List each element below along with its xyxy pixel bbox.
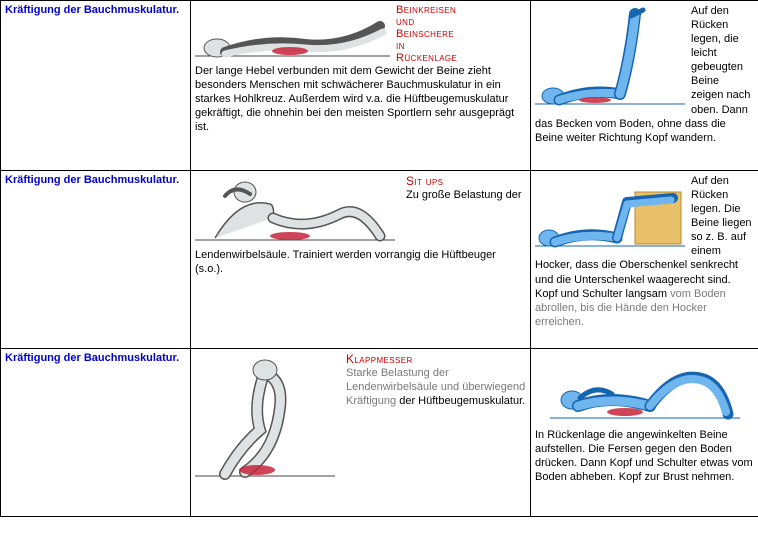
table-row: Kräftigung der Bauchmuskulatur. SSit ups… xyxy=(1,171,758,349)
title-cell: Kräftigung der Bauchmuskulatur. xyxy=(1,171,191,349)
right-cell: In Rückenlage die angewinkelten Beine au… xyxy=(531,349,758,517)
exercise-wrong-figure xyxy=(195,352,335,482)
wrong-desc: Der lange Hebel verbunden mit dem Gewich… xyxy=(195,64,526,134)
right-desc: In Rückenlage die angewinkelten Beine au… xyxy=(535,428,754,484)
exercise-table: Kräftigung der Bauchmuskulatur. Beinkrei… xyxy=(0,0,758,517)
exercise-wrong-figure xyxy=(195,174,395,246)
wrong-cell: Beinkreisen und Beinschere in Rückenlage… xyxy=(191,1,531,171)
wrong-desc: Starke Belastung der Lendenwirbelsäule u… xyxy=(346,366,526,408)
row-title: Kräftigung der Bauchmuskulatur. xyxy=(5,4,179,16)
wrong-desc-pre: Zu große Belastung der xyxy=(406,188,526,202)
exercise-wrong-figure xyxy=(195,4,390,62)
table-row: Kräftigung der Bauchmuskulatur. Klappmes… xyxy=(1,349,758,517)
title-cell: Kräftigung der Bauchmuskulatur. xyxy=(1,1,191,171)
row-title: Kräftigung der Bauchmuskulatur. xyxy=(5,352,179,364)
right-cell: Auf den Rücken legen. Die Beine liegen s… xyxy=(531,171,758,349)
exercise-right-figure xyxy=(535,174,685,252)
row-title: Kräftigung der Bauchmuskulatur. xyxy=(5,174,179,186)
exercise-right-figure xyxy=(550,354,740,424)
wrong-cell: Klappmesser Starke Belastung der Lendenw… xyxy=(191,349,531,517)
exercise-name: Klappmesser xyxy=(346,352,526,366)
exercise-right-figure xyxy=(535,4,685,109)
title-cell: Kräftigung der Bauchmuskulatur. xyxy=(1,349,191,517)
table-row: Kräftigung der Bauchmuskulatur. Beinkrei… xyxy=(1,1,758,171)
exercise-name: Beinkreisen und Beinschere in Rückenlage xyxy=(396,4,526,64)
exercise-name: SSit upsit ups xyxy=(406,174,526,188)
wrong-cell: SSit upsit ups Zu große Belastung der Le… xyxy=(191,171,531,349)
right-cell: Auf den Rücken legen, die leicht gebeugt… xyxy=(531,1,758,171)
wrong-desc: Lendenwirbelsäule. Trainiert werden vorr… xyxy=(195,248,526,276)
